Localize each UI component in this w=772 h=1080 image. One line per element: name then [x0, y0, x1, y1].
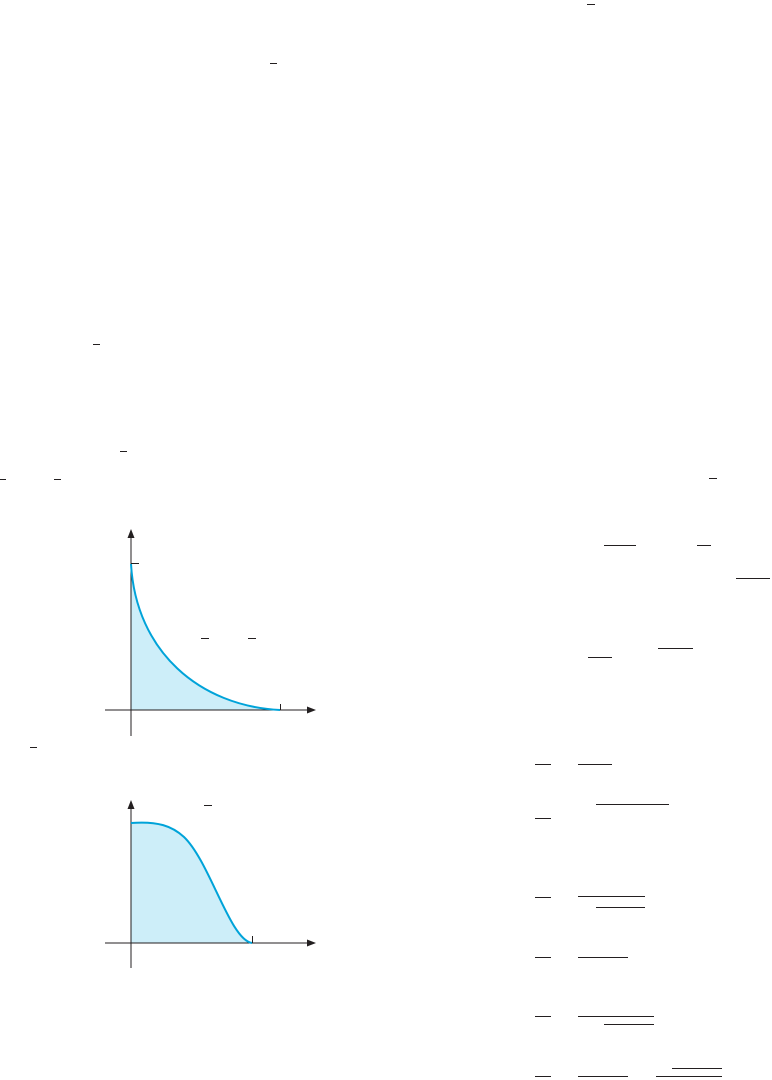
- shaded-region: [131, 564, 280, 710]
- arrowhead-icon: [127, 800, 135, 809]
- curve: [130, 563, 281, 711]
- figure-bottom: [105, 800, 316, 968]
- equation-fragments: [0, 4, 770, 1077]
- shaded-region: [131, 822, 252, 943]
- arrowhead-icon: [307, 706, 316, 714]
- figure-top: [105, 529, 316, 736]
- curve: [130, 821, 253, 944]
- arrowhead-icon: [307, 939, 316, 947]
- arrowhead-icon: [127, 529, 135, 538]
